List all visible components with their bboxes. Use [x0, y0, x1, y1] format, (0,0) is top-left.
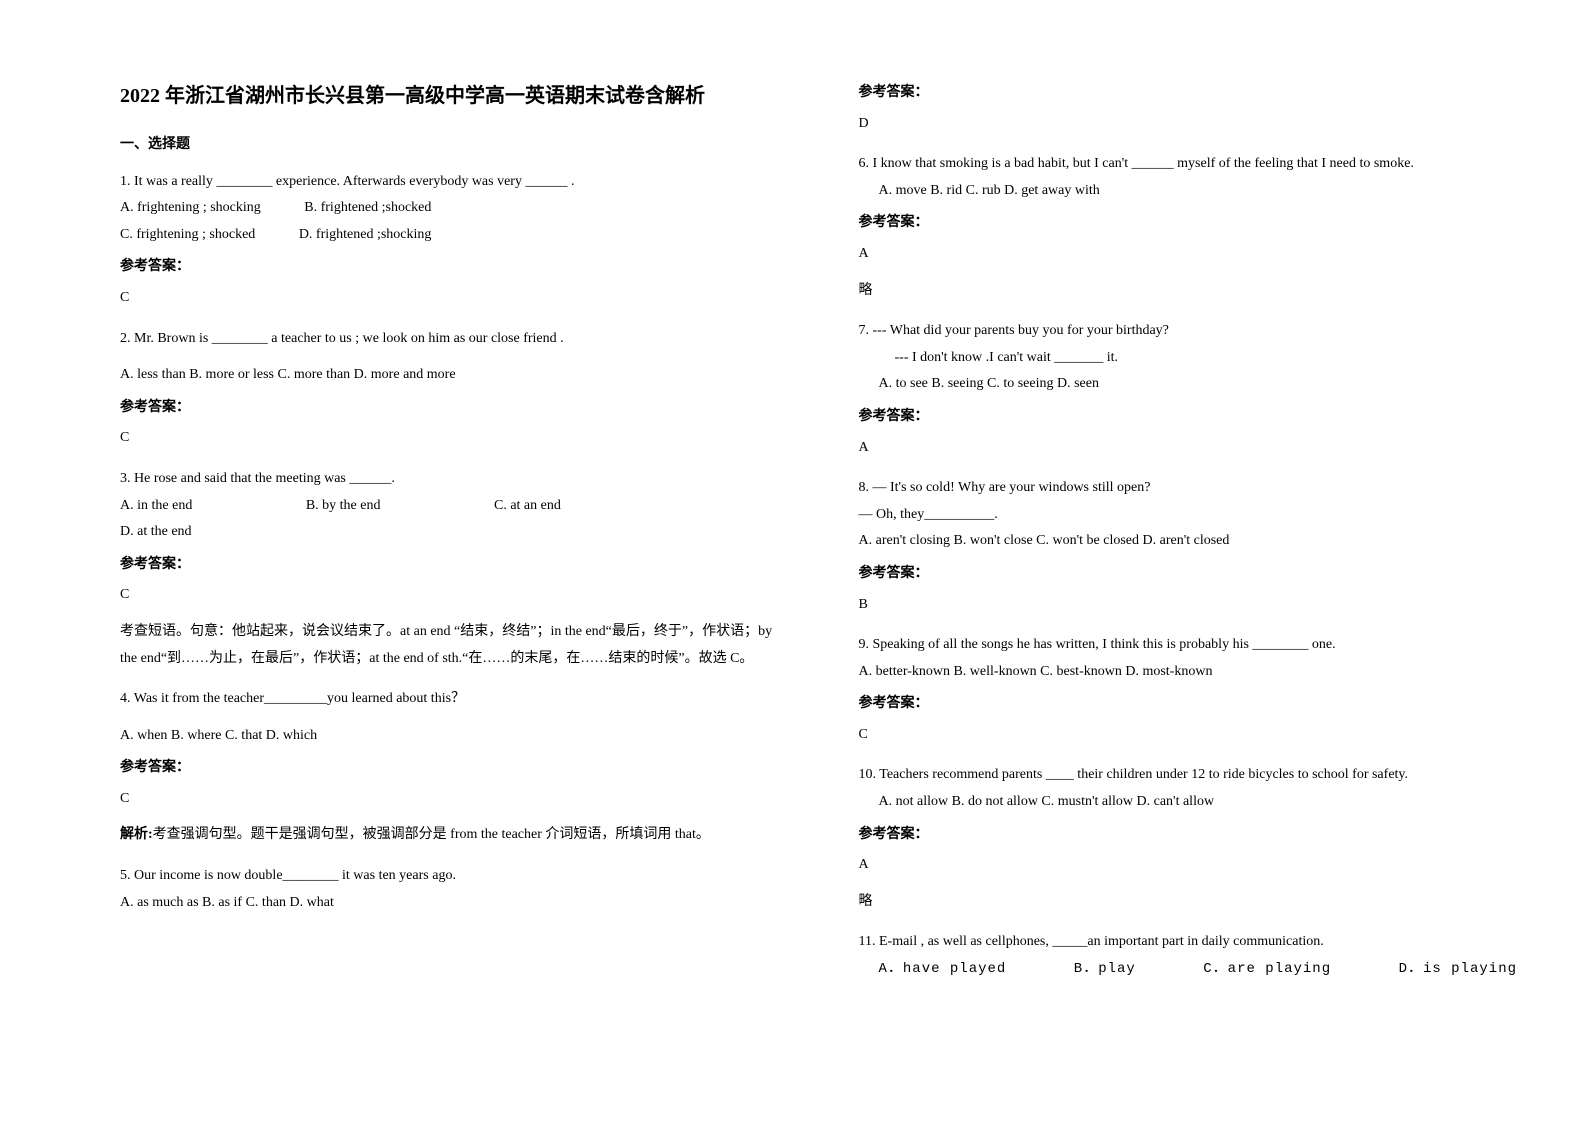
q10-stem: 10. Teachers recommend parents ____ thei…: [859, 762, 1518, 789]
q2-answer: C: [120, 425, 779, 452]
question-9: 9. Speaking of all the songs he has writ…: [859, 632, 1518, 748]
q1-answer: C: [120, 285, 779, 312]
q1-stem: 1. It was a really ________ experience. …: [120, 169, 779, 196]
q1-options-row2: C. frightening ; shocked D. frightened ;…: [120, 222, 779, 249]
question-3: 3. He rose and said that the meeting was…: [120, 466, 779, 672]
q1-options-row1: A. frightening ; shocking B. frightened …: [120, 195, 779, 222]
q3-optA: A. in the end: [120, 493, 192, 520]
q11-optB: B．play: [1074, 956, 1136, 983]
q3-optB: B. by the end: [306, 493, 381, 520]
q4-expl-label: 解析:: [120, 827, 153, 842]
q3-optD: D. at the end: [120, 519, 192, 546]
q11-options: A．have played B．play C．are playing D．is …: [859, 956, 1518, 983]
q3-options: A. in the end B. by the end C. at an end…: [120, 493, 779, 546]
q10-options: A. not allow B. do not allow C. mustn't …: [859, 789, 1518, 816]
q8-stem2: — Oh, they__________.: [859, 502, 1518, 529]
q9-answer: C: [859, 722, 1518, 749]
q6-options: A. move B. rid C. rub D. get away with: [859, 178, 1518, 205]
q1-optD: D. frightened ;shocking: [299, 222, 432, 249]
q5-answer: D: [859, 111, 1518, 138]
q11-optC: C．are playing: [1203, 956, 1331, 983]
answer-label: 参考答案：: [859, 404, 1518, 431]
q9-options: A. better-known B. well-known C. best-kn…: [859, 659, 1518, 686]
q1-optC: C. frightening ; shocked: [120, 222, 255, 249]
answer-label: 参考答案：: [120, 755, 779, 782]
answer-label: 参考答案：: [120, 254, 779, 281]
answer-label: 参考答案：: [859, 210, 1518, 237]
q8-options: A. aren't closing B. won't close C. won'…: [859, 528, 1518, 555]
answer-label: 参考答案：: [859, 561, 1518, 588]
q10-lue: 略: [859, 889, 1518, 916]
q7-stem1: 7. --- What did your parents buy you for…: [859, 318, 1518, 345]
q4-expl-text: 考查强调句型。题干是强调句型，被强调部分是 from the teacher 介…: [153, 827, 710, 842]
q7-answer: A: [859, 435, 1518, 462]
q1-optB: B. frightened ;shocked: [304, 195, 431, 222]
q4-explanation: 解析:考查强调句型。题干是强调句型，被强调部分是 from the teache…: [120, 822, 779, 849]
q2-stem: 2. Mr. Brown is ________ a teacher to us…: [120, 326, 779, 353]
q5-options: A. as much as B. as if C. than D. what: [120, 890, 779, 917]
q8-answer: B: [859, 592, 1518, 619]
q11-stem: 11. E-mail , as well as cellphones, ____…: [859, 929, 1518, 956]
answer-label: 参考答案：: [120, 552, 779, 579]
left-column: 2022 年浙江省湖州市长兴县第一高级中学高一英语期末试卷含解析 一、选择题 1…: [100, 80, 819, 1082]
question-6: 6. I know that smoking is a bad habit, b…: [859, 151, 1518, 304]
question-1: 1. It was a really ________ experience. …: [120, 169, 779, 312]
q7-stem2: --- I don't know .I can't wait _______ i…: [859, 345, 1518, 372]
question-10: 10. Teachers recommend parents ____ thei…: [859, 762, 1518, 915]
q5-answer-block: 参考答案： D: [859, 80, 1518, 137]
q4-options: A. when B. where C. that D. which: [120, 723, 779, 750]
q3-explanation: 考查短语。句意：他站起来，说会议结束了。at an end “结束，终结”；in…: [120, 619, 779, 672]
q4-stem: 4. Was it from the teacher_________you l…: [120, 686, 779, 713]
q1-optA: A. frightening ; shocking: [120, 195, 261, 222]
question-7: 7. --- What did your parents buy you for…: [859, 318, 1518, 461]
q6-answer: A: [859, 241, 1518, 268]
answer-label: 参考答案：: [859, 691, 1518, 718]
question-4: 4. Was it from the teacher_________you l…: [120, 686, 779, 849]
answer-label: 参考答案：: [859, 822, 1518, 849]
right-column: 参考答案： D 6. I know that smoking is a bad …: [819, 80, 1538, 1082]
exam-title: 2022 年浙江省湖州市长兴县第一高级中学高一英语期末试卷含解析: [120, 80, 779, 112]
section-heading: 一、选择题: [120, 132, 779, 159]
q9-stem: 9. Speaking of all the songs he has writ…: [859, 632, 1518, 659]
q3-expl-text: 考查短语。句意：他站起来，说会议结束了。at an end “结束，终结”；in…: [120, 624, 772, 666]
q10-answer: A: [859, 852, 1518, 879]
q3-answer: C: [120, 582, 779, 609]
q3-optC: C. at an end: [494, 493, 561, 520]
q4-answer: C: [120, 786, 779, 813]
question-8: 8. — It's so cold! Why are your windows …: [859, 475, 1518, 618]
question-5: 5. Our income is now double________ it w…: [120, 863, 779, 916]
q7-options: A. to see B. seeing C. to seeing D. seen: [859, 371, 1518, 398]
question-11: 11. E-mail , as well as cellphones, ____…: [859, 929, 1518, 982]
answer-label: 参考答案：: [859, 80, 1518, 107]
q3-stem: 3. He rose and said that the meeting was…: [120, 466, 779, 493]
answer-label: 参考答案：: [120, 395, 779, 422]
q11-optA: A．have played: [879, 956, 1007, 983]
q5-stem: 5. Our income is now double________ it w…: [120, 863, 779, 890]
exam-page: 2022 年浙江省湖州市长兴县第一高级中学高一英语期末试卷含解析 一、选择题 1…: [0, 0, 1587, 1122]
q6-stem: 6. I know that smoking is a bad habit, b…: [859, 151, 1518, 178]
q8-stem1: 8. — It's so cold! Why are your windows …: [859, 475, 1518, 502]
q11-optD: D．is playing: [1399, 956, 1517, 983]
q2-options: A. less than B. more or less C. more tha…: [120, 362, 779, 389]
q6-lue: 略: [859, 278, 1518, 305]
question-2: 2. Mr. Brown is ________ a teacher to us…: [120, 326, 779, 452]
